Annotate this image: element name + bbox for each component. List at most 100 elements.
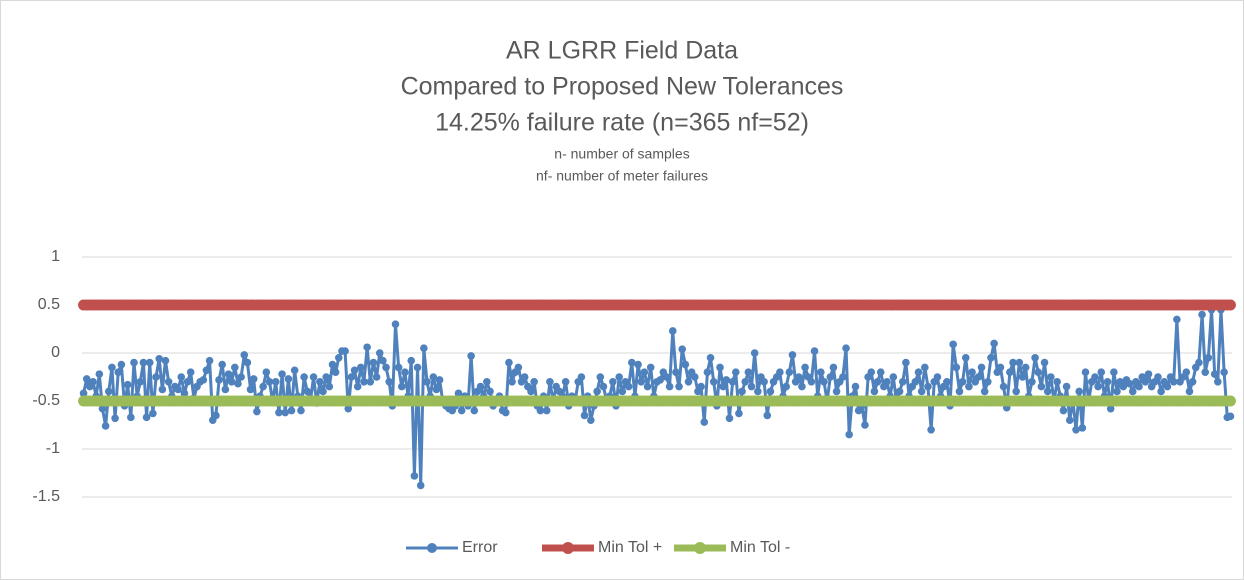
data-point [1047,373,1055,381]
chart-title: 14.25% failure rate (n=365 nf=52) [435,109,809,137]
data-point [271,378,280,386]
data-point [240,351,249,359]
data-point [788,351,797,359]
data-point [186,368,195,377]
data-point [1141,378,1150,386]
data-point [646,363,655,372]
data-point [662,373,671,381]
data-point [429,373,438,381]
data-point [104,387,113,396]
data-point [684,378,693,386]
data-point [668,327,677,335]
data-point [177,373,186,381]
data-point [1053,378,1061,386]
data-point [1006,368,1014,377]
data-point [744,368,753,377]
data-point [1182,368,1191,377]
data-point [678,345,687,353]
data-point [1021,363,1030,372]
data-point [1224,395,1236,407]
data-point [372,373,381,381]
data-point [325,382,334,391]
data-point [810,347,819,355]
data-point [794,373,803,381]
data-point [476,382,485,391]
data-point [731,368,740,377]
data-point [1078,424,1087,432]
data-point [486,387,494,396]
legend-label: Min Tol + [598,539,662,556]
data-point [309,373,318,381]
data-point [895,387,904,396]
legend-marker [694,542,706,554]
data-point [1214,378,1222,386]
data-point [1012,387,1020,396]
data-point [618,387,627,396]
data-point [845,430,853,439]
data-point [432,385,441,394]
data-point [341,347,349,355]
data-point [234,379,242,388]
data-point [350,366,359,375]
data-point [798,382,806,391]
data-point [1163,382,1172,391]
data-point [316,378,324,386]
data-point [914,368,923,377]
data-point [580,411,589,420]
data-point [1040,358,1049,367]
data-point [520,373,529,381]
data-point [290,366,299,375]
data-point [1135,382,1143,391]
data-point [1144,370,1153,378]
data-point [609,378,617,386]
data-point [231,363,239,372]
data-point [1018,373,1027,381]
data-point [1198,310,1206,319]
data-point [921,363,929,372]
data-point [202,366,211,375]
data-point [826,373,835,381]
data-point [89,378,97,386]
data-point [152,373,160,381]
data-point [227,378,236,386]
data-point [1169,378,1178,386]
data-point [889,373,898,381]
data-point [1075,387,1083,396]
data-point [829,363,838,372]
data-point [218,360,227,369]
data-point [700,418,709,426]
data-point [1094,382,1102,391]
data-point [1128,387,1137,396]
data-point [873,378,882,386]
data-point [1195,358,1203,367]
data-point [741,378,750,386]
chart-title: Compared to Proposed New Tolerances [401,73,844,101]
data-point [974,373,983,381]
data-point [237,373,245,381]
data-point [763,411,772,420]
data-point [397,382,406,391]
data-point [627,358,636,367]
data-point [221,385,230,394]
data-point [728,378,737,386]
data-point [142,413,151,422]
data-point [363,343,371,352]
data-point [968,368,976,377]
data-point [1028,378,1036,386]
data-point [883,378,891,386]
data-point [454,389,463,398]
data-point [984,378,992,386]
data-point [95,370,104,378]
data-point [467,352,475,360]
y-tick-label: 0 [51,344,60,361]
data-point [536,406,545,415]
data-point [719,382,727,391]
data-point [1043,387,1052,396]
data-point [876,368,885,377]
chart-title: AR LGRR Field Data [506,37,738,65]
data-point [1204,354,1213,362]
data-point [347,373,356,381]
data-point [127,413,135,422]
data-point [369,358,378,367]
